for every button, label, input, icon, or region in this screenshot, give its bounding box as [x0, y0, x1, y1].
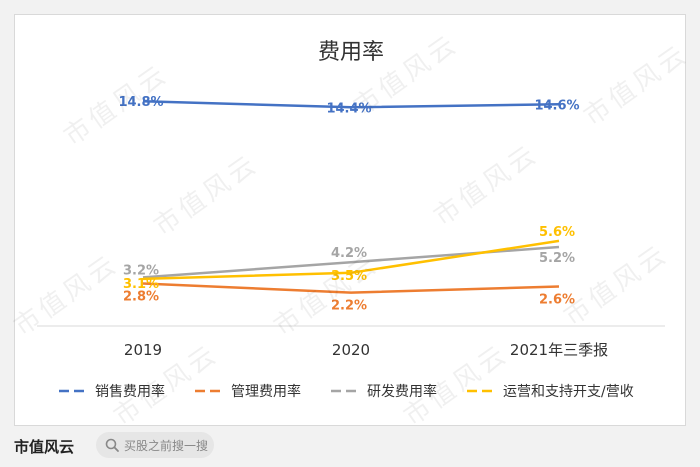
data-label: 5.6% [539, 225, 575, 240]
search-placeholder: 买股之前搜一搜 [124, 438, 209, 453]
x-tick-label: 2019 [124, 341, 162, 359]
x-tick-label: 2021年三季报 [510, 341, 608, 359]
legend-label: 运营和支持开支/营收 [503, 384, 634, 400]
data-label: 2.2% [331, 299, 367, 314]
chart-card: 费用率 14.8% 14.4% 14.6% 2.8% 2.2% 2.6% 3.2% 4.2% 5… [9, 14, 694, 432]
data-label: 5.2% [539, 251, 575, 266]
search-icon [105, 438, 119, 452]
legend-label: 销售费用率 [95, 383, 165, 400]
footer-bar: 市值风云 买股之前搜一搜 [0, 426, 700, 467]
series-line [142, 282, 560, 294]
data-label: 14.8% [118, 95, 163, 110]
data-label: 14.4% [326, 101, 371, 116]
data-label: 3.5% [331, 269, 367, 284]
data-label: 2.6% [539, 293, 575, 308]
search-box[interactable]: 买股之前搜一搜 [96, 432, 214, 458]
brand-logo: 市值风云 [14, 438, 75, 456]
x-tick-label: 2020 [332, 341, 370, 359]
data-label: 2.8% [123, 289, 159, 304]
chart-title: 费用率 [318, 40, 384, 65]
data-label: 4.2% [331, 246, 367, 261]
legend-label: 管理费用率 [231, 383, 301, 400]
data-label: 3.1% [123, 277, 159, 292]
data-label: 3.2% [123, 263, 159, 278]
data-label: 14.6% [534, 98, 579, 113]
legend-label: 研发费用率 [367, 383, 437, 400]
series-line [142, 99, 560, 109]
series-line [142, 239, 560, 281]
chart: 费用率 14.8% 14.4% 14.6% 2.8% 2.2% 2.6% 3.2% 4.2% 5… [37, 40, 665, 400]
